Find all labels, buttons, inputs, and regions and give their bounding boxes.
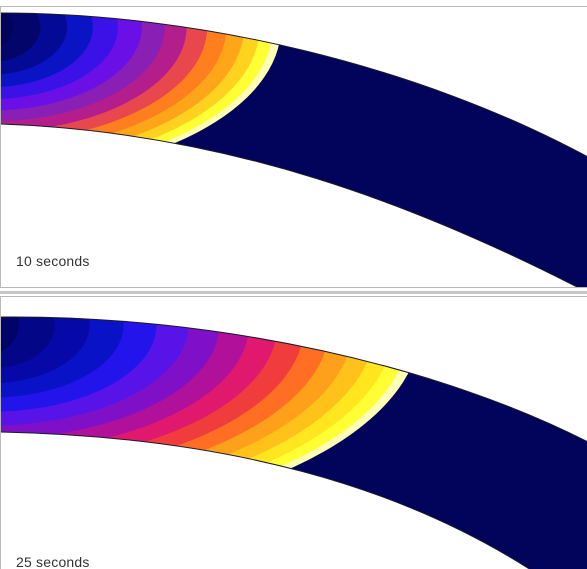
inner-edge [1,123,579,287]
simulation-panel-10s: 10 seconds [0,6,587,288]
contour-band [1,13,41,63]
contour-band [1,316,19,353]
heat-contour-plot [1,316,587,569]
outer-edge [1,12,587,158]
heat-contour-plot [1,12,587,287]
time-label: 10 seconds [16,253,90,269]
contour-band [1,13,68,75]
outer-edge [1,316,587,443]
contour-band [1,13,13,49]
panel-divider [0,291,587,294]
time-label: 25 seconds [16,554,90,569]
contour-band [1,316,55,369]
simulation-panel-25s: 25 seconds [0,296,587,569]
inner-edge [1,431,531,569]
contour-band [1,316,90,384]
